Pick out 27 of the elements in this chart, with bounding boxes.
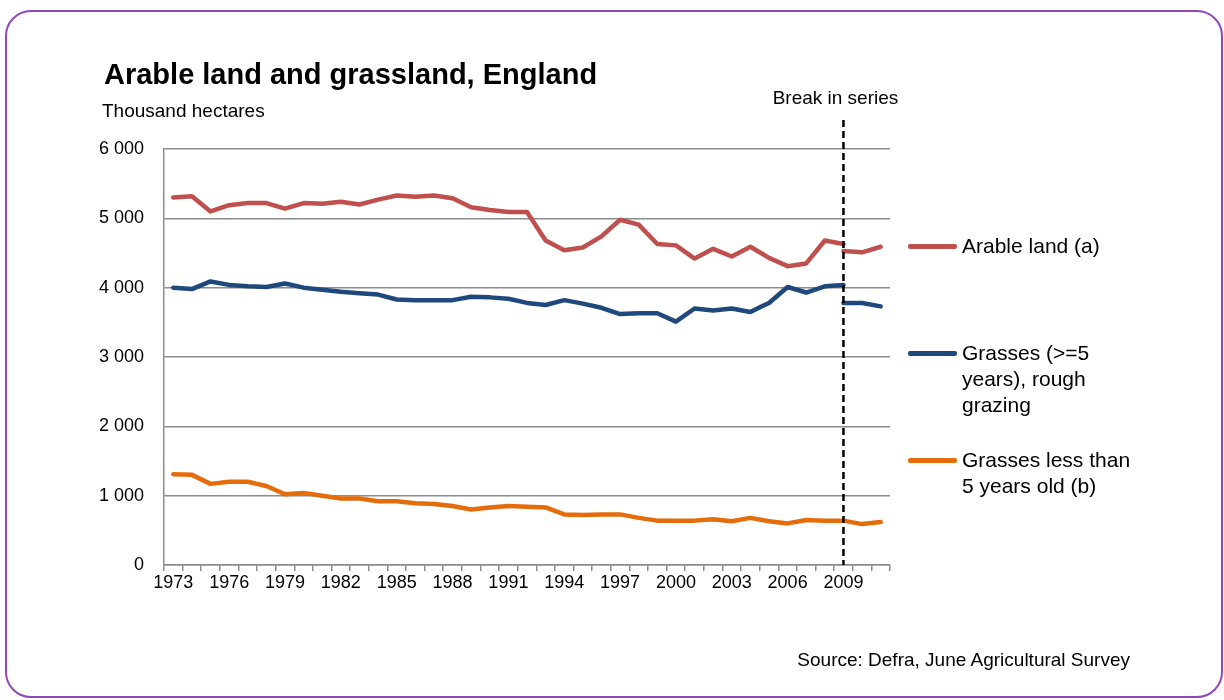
y-tick-label: 3 000	[98, 345, 144, 366]
legend-label: Grasses (>=5 years), rough grazing	[962, 340, 1091, 418]
x-tick-label: 1994	[544, 571, 585, 592]
x-tick-label: 1991	[488, 571, 529, 592]
x-tick-label: 1976	[209, 571, 250, 592]
y-tick-label: 2 000	[98, 415, 144, 436]
x-tick-label: 2009	[823, 571, 864, 592]
x-tick-label: 1973	[153, 571, 194, 592]
source-note: Source: Defra, June Agricultural Survey	[797, 649, 1130, 671]
ref-line-label: Break in series	[772, 87, 899, 109]
y-tick-label: 0	[133, 553, 144, 574]
y-tick-label: 6 000	[98, 137, 144, 158]
x-tick-label: 2003	[711, 571, 752, 592]
legend-label: Arable land (a)	[962, 233, 1101, 259]
x-tick-label: 1979	[264, 571, 306, 592]
legend-label: Grasses less than 5 years old (b)	[962, 447, 1132, 499]
x-tick-label: 1982	[320, 571, 361, 592]
y-tick-label: 4 000	[98, 276, 144, 297]
x-tick-label: 1988	[432, 571, 473, 592]
x-tick-label: 1997	[600, 571, 641, 592]
x-tick-label: 2000	[655, 571, 696, 592]
x-tick-label: 1985	[376, 571, 417, 592]
y-axis-title: Thousand hectares	[102, 100, 265, 122]
chart-title: Arable land and grassland, England	[104, 57, 598, 91]
y-tick-label: 5 000	[98, 207, 144, 228]
y-tick-label: 1 000	[98, 484, 144, 505]
x-tick-label: 2006	[767, 571, 808, 592]
